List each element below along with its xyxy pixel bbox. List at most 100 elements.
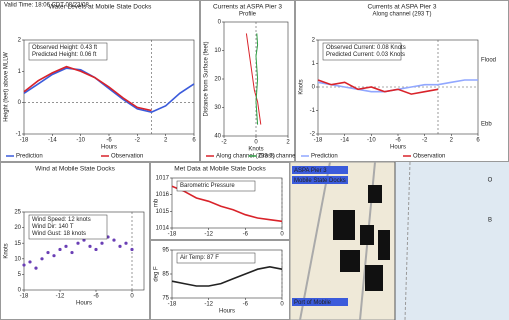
map-letter: O (488, 178, 493, 184)
x-tick-label: -12 (204, 302, 213, 308)
x-tick-label: -6 (93, 294, 99, 300)
y-tick-label: 20 (14, 225, 21, 231)
y-tick-label: 1017 (156, 176, 170, 182)
legend-label: Observation (413, 154, 445, 160)
point (28, 260, 31, 263)
x-axis-label: Hours (101, 145, 117, 151)
legend-label: Observation (111, 154, 143, 160)
annotation: Predicted Height: 0.06 ft (32, 52, 97, 58)
point (64, 245, 67, 248)
building (340, 250, 360, 272)
map-label: Port of Mobile (294, 300, 332, 306)
x-tick-label: -14 (48, 138, 57, 144)
x-tick-label: -18 (20, 294, 29, 300)
y-axis-label: Height (feet) above MLLW (4, 52, 10, 122)
x-tick-label: -6 (106, 138, 112, 144)
x-tick-label: -18 (314, 138, 323, 144)
point (118, 245, 121, 248)
y-tick-label: 15 (14, 241, 21, 247)
y-axis-label: Distance from Surface (feet) (204, 41, 210, 116)
y-axis-label: Knots (299, 79, 305, 94)
building (365, 265, 383, 291)
chart-title: Currents at ASPA Pier 3 (213, 4, 282, 11)
chart-title: Currents at ASPA Pier 3 (368, 4, 437, 11)
building (368, 185, 382, 203)
y-tick-label: 95 (162, 248, 169, 254)
chart-title: Met Data at Mobile State Docks (174, 166, 266, 173)
x-tick-label: -12 (56, 294, 65, 300)
x-tick-label: -18 (168, 302, 177, 308)
x-tick-label: -14 (340, 138, 349, 144)
y-tick-label: 30 (214, 105, 221, 111)
y-tick-label: 1016 (156, 192, 170, 198)
chart-title: Wind at Mobile State Docks (35, 166, 116, 173)
legend-label: Prediction (16, 154, 43, 160)
annotation: Wind Dir: 140 T (32, 224, 74, 230)
x-tick-label: -12 (204, 232, 213, 238)
building (360, 225, 374, 245)
y-tick-label: 10 (214, 48, 221, 54)
point (130, 248, 133, 251)
building (378, 230, 390, 260)
side-label: Ebb (481, 122, 492, 128)
dashboard: Water Levels at Mobile State Docks-18-14… (0, 0, 509, 320)
map-letter: B (488, 218, 492, 224)
annotation: Barometric Pressure (180, 183, 235, 189)
y-tick-label: -2 (310, 132, 316, 138)
point (88, 245, 91, 248)
valid-time: Valid Time: 18:06 CDT 08/23/08 (4, 3, 89, 9)
x-tick-label: -6 (395, 138, 401, 144)
point (100, 242, 103, 245)
annotation: Predicted Current: 0.03 Knots (326, 52, 405, 58)
y-tick-label: 20 (214, 77, 221, 83)
point (34, 267, 37, 270)
building (333, 210, 355, 240)
y-tick-label: 1014 (156, 226, 170, 232)
point (40, 257, 43, 260)
point (22, 263, 25, 266)
x-tick-label: -6 (243, 302, 249, 308)
y-axis-label: deg F (154, 266, 160, 282)
x-axis-label: Knots (248, 147, 263, 153)
water (395, 162, 509, 320)
annotation: Wind Speed: 12 knots (32, 217, 91, 223)
point (52, 254, 55, 257)
y-axis-label: Knots (4, 243, 10, 258)
side-label: Flood (481, 58, 496, 64)
map-label: Mobile State Docks (294, 178, 346, 184)
y-axis-label: mb (154, 198, 160, 207)
y-tick-label: 25 (14, 210, 21, 216)
y-tick-label: 75 (162, 296, 169, 302)
y-tick-label: 10 (14, 256, 21, 262)
map (290, 162, 509, 320)
x-axis-label: Hours (219, 309, 235, 315)
annotation: Observed Height: 0.43 ft (32, 45, 97, 51)
x-tick-label: -18 (20, 138, 29, 144)
point (94, 248, 97, 251)
chart-subtitle: Along channel (293 T) (373, 12, 432, 18)
x-tick-label: -2 (221, 140, 227, 146)
point (46, 251, 49, 254)
x-tick-label: -2 (422, 138, 428, 144)
point (124, 242, 127, 245)
map-label: ASPA Pier 3 (294, 168, 327, 174)
y-tick-label: -1 (310, 108, 316, 114)
point (70, 251, 73, 254)
x-tick-label: -18 (168, 232, 177, 238)
annotation: Air Temp: 87 F (180, 255, 219, 261)
legend-label: Prediction (311, 154, 338, 160)
x-axis-label: Hours (390, 145, 406, 151)
x-tick-label: -10 (367, 138, 376, 144)
x-tick-label: -6 (243, 232, 249, 238)
x-tick-label: -10 (76, 138, 85, 144)
y-tick-label: 85 (162, 272, 169, 278)
point (112, 238, 115, 241)
x-axis-label: Hours (76, 301, 92, 307)
point (58, 248, 61, 251)
y-tick-label: -1 (16, 132, 22, 138)
annotation: Observed Current: 0.08 Knots (326, 45, 406, 51)
point (76, 242, 79, 245)
y-tick-label: 40 (214, 134, 221, 140)
x-tick-label: -2 (135, 138, 141, 144)
chart-subtitle: Profile (239, 12, 257, 18)
